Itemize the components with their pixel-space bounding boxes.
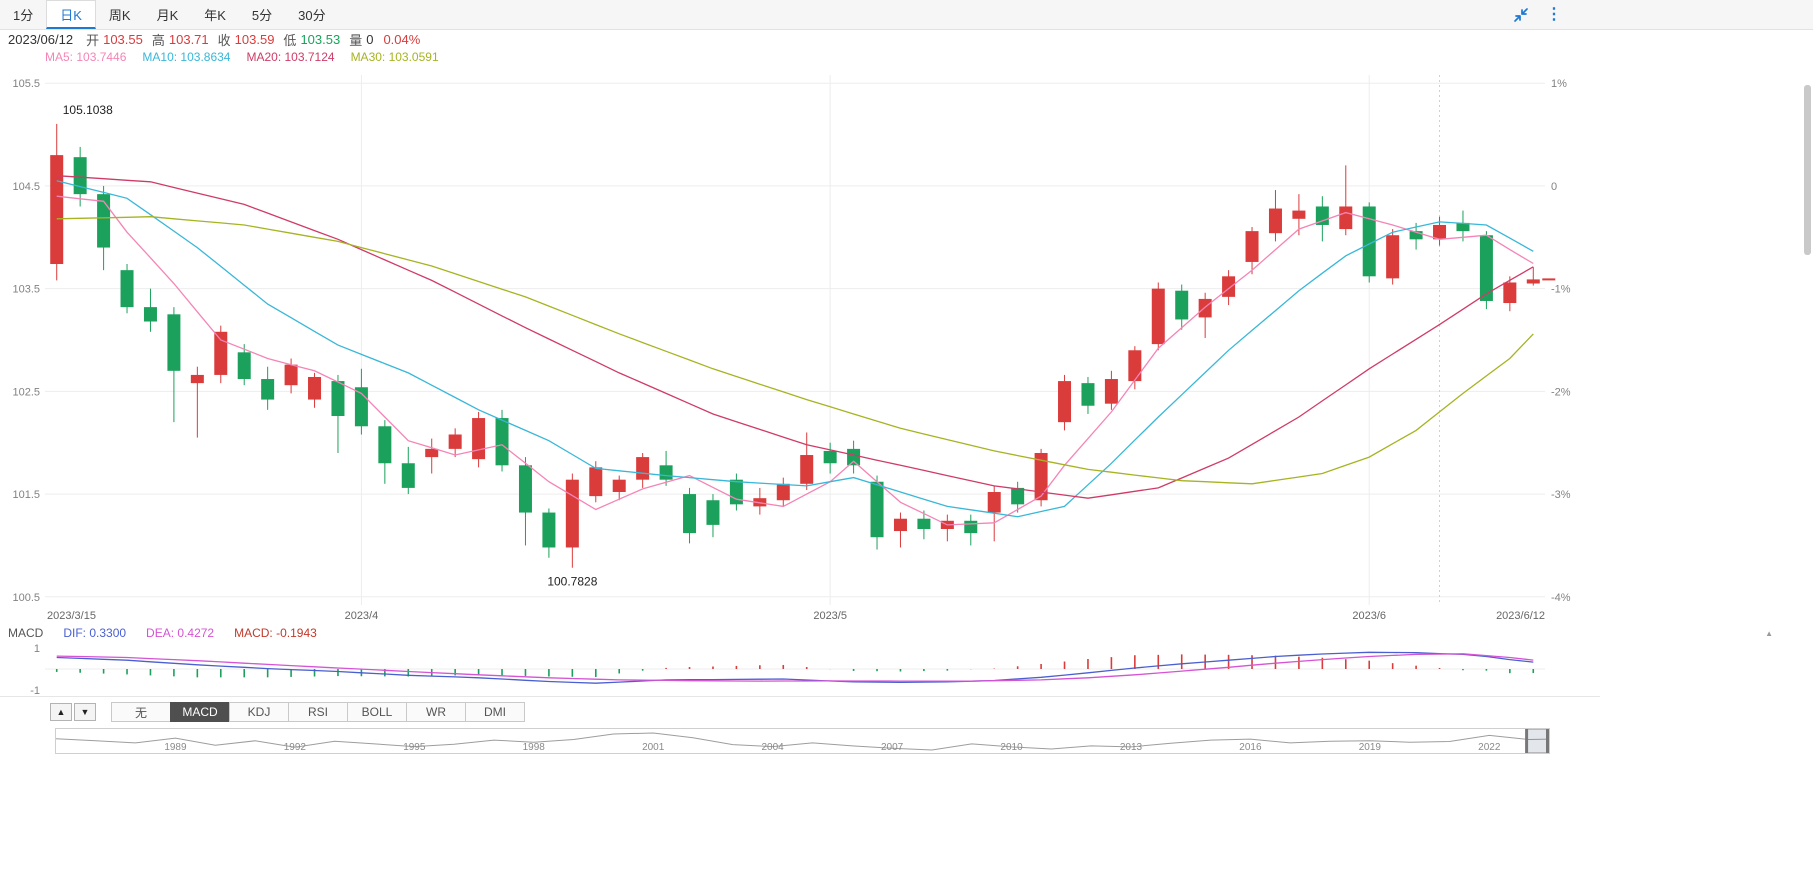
svg-text:2004: 2004 — [762, 742, 785, 753]
svg-text:1%: 1% — [1551, 78, 1567, 90]
quote-field-label: 量 — [349, 33, 363, 48]
macd-legend-item: DIF: 0.3300 — [63, 626, 127, 640]
macd-chart[interactable]: 1 -1 — [0, 641, 1600, 697]
quote-field-value: 103.71 — [168, 32, 209, 47]
quote-field-value: 0 — [366, 32, 374, 47]
svg-text:2022: 2022 — [1478, 742, 1501, 753]
svg-text:101.5: 101.5 — [12, 489, 40, 501]
svg-text:2023/3/15: 2023/3/15 — [47, 610, 96, 622]
pane-up-button[interactable]: ▲ — [50, 703, 72, 721]
quote-fields: 开 103.55 高 103.71 收 103.59 低 103.53 量 0 — [81, 30, 373, 49]
ma-legend-item: MA10: 103.8634 — [142, 50, 231, 64]
svg-text:100.5: 100.5 — [12, 592, 40, 604]
quote-field-label: 开 — [86, 33, 100, 48]
svg-text:105.5: 105.5 — [12, 78, 40, 90]
svg-text:2007: 2007 — [881, 742, 904, 753]
svg-text:105.1038: 105.1038 — [63, 103, 113, 117]
indicator-tab[interactable]: KDJ — [229, 702, 289, 722]
svg-text:1: 1 — [34, 643, 40, 655]
quote-bar: 2023/06/12 开 103.55 高 103.71 收 103.59 低 103.53 量… — [0, 30, 1813, 49]
quote-change-percent: 0.04% — [383, 32, 421, 47]
quote-field-label: 高 — [151, 33, 165, 48]
svg-text:103.5: 103.5 — [12, 284, 40, 296]
ma-legend-item: MA20: 103.7124 — [246, 50, 335, 64]
svg-text:2001: 2001 — [642, 742, 665, 753]
svg-text:-1%: -1% — [1551, 284, 1571, 296]
period-tabs: 1分 日K 周K 月K 年K 5分 30分 — [0, 0, 339, 29]
indicator-bar: ▲ ▼ 无 MACD KDJ RSI BOLL WR DMI — [50, 700, 1813, 724]
compress-icon[interactable] — [1512, 6, 1530, 24]
macd-legend-item: DEA: 0.4272 — [146, 626, 215, 640]
period-tabbar: 1分 日K 周K 月K 年K 5分 30分 ⋮ — [0, 0, 1813, 30]
history-navigator[interactable]: 1989 1992 1995 1998 2001 2004 2007 2010 2013 2016… — [55, 728, 1550, 754]
candlestick-chart[interactable]: 105.5 1% 104.5 0 103.5 -1% 102.5 -2% 101.5 -3% 100… — [0, 65, 1600, 625]
navigator-sparkline[interactable]: 1989 1992 1995 1998 2001 2004 2007 2010 2013 2016… — [56, 729, 1549, 753]
period-tab[interactable]: 日K — [46, 0, 96, 29]
quote-field-value: 103.59 — [234, 32, 275, 47]
indicator-tab[interactable]: BOLL — [347, 702, 407, 722]
quote-field-label: 收 — [217, 33, 231, 48]
period-tab[interactable]: 1分 — [13, 8, 34, 23]
indicator-tab[interactable]: 无 — [111, 702, 171, 722]
macd-legend-item: MACD: -0.1943 — [234, 626, 317, 640]
svg-text:1998: 1998 — [523, 742, 546, 753]
period-tab[interactable]: 月K — [156, 8, 179, 23]
indicator-tabs: 无 MACD KDJ RSI BOLL WR DMI — [111, 702, 525, 722]
svg-text:-3%: -3% — [1551, 489, 1571, 501]
svg-text:2013: 2013 — [1120, 742, 1143, 753]
svg-text:0: 0 — [1551, 181, 1557, 193]
quote-date: 2023/06/12 — [8, 32, 74, 47]
kebab-menu-icon[interactable]: ⋮ — [1546, 6, 1562, 23]
quote-field-label: 低 — [283, 33, 297, 48]
navigator-selection[interactable] — [1526, 729, 1549, 753]
svg-text:-4%: -4% — [1551, 592, 1571, 604]
period-tab[interactable]: 5分 — [251, 8, 273, 23]
pane-down-button[interactable]: ▼ — [74, 703, 96, 721]
svg-text:2023/6: 2023/6 — [1352, 610, 1386, 622]
page-scrollbar[interactable] — [1804, 85, 1811, 255]
indicator-tab[interactable]: MACD — [170, 702, 230, 722]
indicator-tab[interactable]: WR — [406, 702, 466, 722]
svg-text:102.5: 102.5 — [12, 386, 40, 398]
period-tab[interactable]: 周K — [108, 8, 131, 23]
svg-text:2010: 2010 — [1000, 742, 1023, 753]
svg-text:-2%: -2% — [1551, 386, 1571, 398]
indicator-tab[interactable]: RSI — [288, 702, 348, 722]
svg-text:2016: 2016 — [1239, 742, 1262, 753]
indicator-tab[interactable]: DMI — [465, 702, 525, 722]
svg-text:-1: -1 — [30, 685, 40, 697]
period-tab[interactable]: 年K — [204, 8, 226, 23]
ma-legend: MA5: 103.7446 MA10: 103.8634 MA20: 103.712… — [0, 49, 1813, 65]
svg-text:1989: 1989 — [164, 742, 187, 753]
period-tab[interactable]: 30分 — [298, 8, 326, 23]
svg-text:1995: 1995 — [403, 742, 426, 753]
macd-legend: MACD DIF: 0.3300 DEA: 0.4272 MACD: -0.1943 ▲ — [0, 625, 1813, 641]
quote-field-value: 103.55 — [103, 32, 143, 47]
svg-text:1992: 1992 — [284, 742, 307, 753]
toolbar-icons: ⋮ — [1512, 0, 1562, 30]
macd-pane-collapse-icon[interactable]: ▲ — [1765, 628, 1773, 638]
svg-text:100.7828: 100.7828 — [547, 575, 597, 589]
svg-text:2023/6/12: 2023/6/12 — [1496, 610, 1545, 622]
quote-field-value: 103.53 — [300, 32, 341, 47]
svg-text:2023/4: 2023/4 — [345, 610, 379, 622]
ma-legend-item: MA30: 103.0591 — [350, 50, 439, 64]
ma-legend-item: MA5: 103.7446 — [45, 50, 127, 64]
macd-title: MACD — [8, 626, 44, 640]
svg-text:2023/5: 2023/5 — [813, 610, 847, 622]
svg-text:2019: 2019 — [1359, 742, 1382, 753]
svg-text:104.5: 104.5 — [12, 181, 40, 193]
